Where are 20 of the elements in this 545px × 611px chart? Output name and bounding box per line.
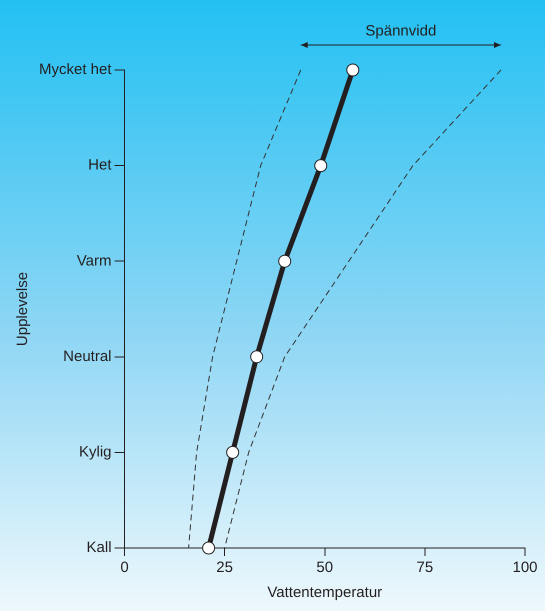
x-tick-label: 0 [120,559,129,576]
point [250,350,264,364]
y-tick-label: Kall [86,539,112,556]
point [202,542,216,554]
y-axis-title: Upplevelse [14,272,32,346]
x-axis-title: Vattentemperatur [267,584,382,602]
point [346,64,360,76]
y-tick-label: Kylig [79,444,112,461]
x-tick-label: 75 [416,559,434,576]
y-tick-label: Varm [76,252,112,270]
x-tick-label: 25 [216,559,233,576]
y-tick-label: Mycket het [38,61,112,78]
x-tick-label: 50 [316,559,334,576]
y-tick-label: Het [88,156,112,174]
point [226,446,240,459]
x-tick-label: 100 [512,559,538,576]
point [314,159,328,172]
text: Spännvidd [365,22,436,40]
point [278,254,292,268]
y-tick-label: Neutral [63,348,112,365]
